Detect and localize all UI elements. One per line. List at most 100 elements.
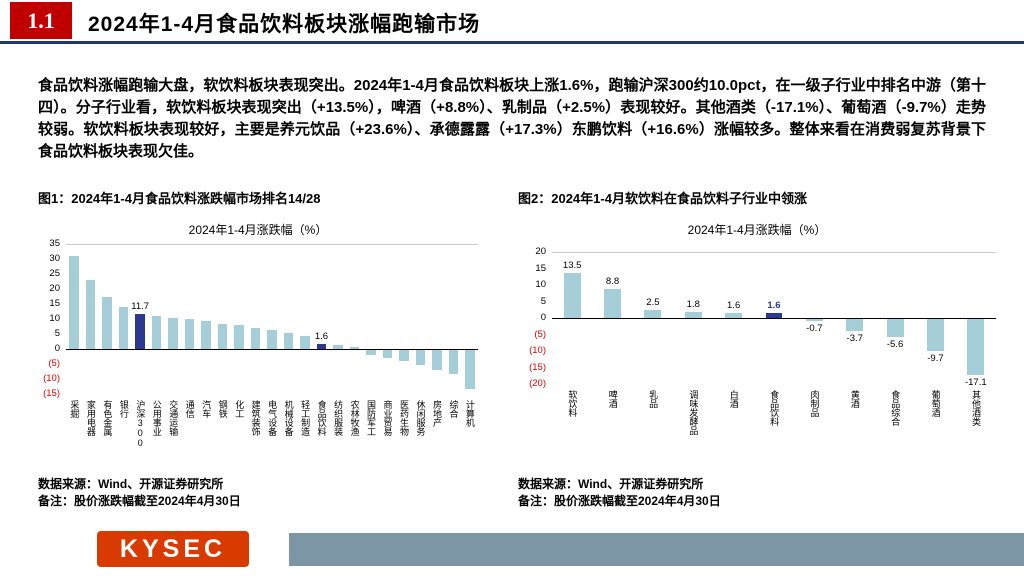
bar xyxy=(805,319,823,322)
figure-2-source: 数据来源：Wind、开源证券研究所 xyxy=(518,477,704,491)
x-category-label: 有色金属 xyxy=(99,400,115,436)
bar xyxy=(69,256,79,349)
x-category-label: 调味发酵品 xyxy=(673,390,713,435)
bar-highlight xyxy=(135,313,145,349)
x-category-label-text: 白酒 xyxy=(728,390,739,408)
x-category-label-text: 食品饮料 xyxy=(769,390,780,426)
kysec-logo: KYSEC xyxy=(97,531,249,567)
x-category-label: 食品饮料 xyxy=(313,400,329,436)
bar-value-label: 11.7 xyxy=(131,300,150,312)
x-category-label-text: 计算机 xyxy=(464,400,475,427)
x-category-label: 化工 xyxy=(231,400,247,418)
figure-1-caption: 图1：2024年1-4月食品饮料涨跌幅市场排名14/28 xyxy=(38,191,321,206)
x-category-label: 葡萄酒 xyxy=(915,390,955,417)
y-tick-label: (10) xyxy=(529,345,546,356)
figure-1-plot: 35 30 25 20 15 10 5 0 (5) (10) (15) 采掘 家用电器 有色金属 银行 11.… xyxy=(38,238,478,476)
bar xyxy=(644,309,662,318)
bar xyxy=(333,345,343,349)
page-title: 2024年1-4月食品饮料板块涨幅跑输市场 xyxy=(88,13,481,36)
x-category-label-text: 沪深300 xyxy=(135,400,146,448)
x-category-label-text: 钢铁 xyxy=(217,400,228,418)
x-category-label: 农林牧渔 xyxy=(346,400,362,436)
x-category-label-text: 乳品 xyxy=(648,390,659,408)
bar xyxy=(201,320,211,349)
y-tick-label: (15) xyxy=(529,361,546,373)
bar-value-label: 2.5 xyxy=(646,296,660,308)
x-category-label: 休闲服务 xyxy=(412,400,428,436)
plot-top-border xyxy=(66,244,478,245)
x-category-label: 纺织服装 xyxy=(330,400,346,436)
bar-value-label: -3.7 xyxy=(846,333,863,345)
bar-value-label: 1.6 xyxy=(727,299,741,311)
y-tick-label: 15 xyxy=(535,262,546,274)
x-category-label: 交通运输 xyxy=(165,400,181,436)
y-tick-label: 5 xyxy=(54,328,60,339)
x-category-label: 国防军工 xyxy=(363,400,379,436)
x-category-label: 医药生物 xyxy=(396,400,412,436)
bar-value-label: -17.1 xyxy=(964,377,987,389)
bar-value-label: 8.8 xyxy=(605,275,620,287)
figure-1: 图1：2024年1-4月食品饮料涨跌幅市场排名14/28 2024年1-4月涨跌… xyxy=(38,188,478,511)
x-category-label-text: 软饮料 xyxy=(567,390,578,417)
axis-zero-line xyxy=(66,349,478,350)
x-category-label: 其他酒类 xyxy=(956,390,996,426)
x-category-label-text: 轻工制造 xyxy=(300,400,311,436)
x-category-label: 沪深300 xyxy=(132,400,148,448)
bar xyxy=(85,280,96,349)
x-category-label-text: 建筑装饰 xyxy=(250,400,261,436)
x-category-label-text: 交通运输 xyxy=(168,400,179,436)
y-tick-label: 25 xyxy=(49,268,60,279)
x-category-label: 计算机 xyxy=(462,400,478,427)
x-category-label-text: 银行 xyxy=(118,400,129,418)
bar-value-label: 13.5 xyxy=(562,260,582,272)
bar xyxy=(283,332,294,349)
x-category-label: 公用事业 xyxy=(148,400,164,436)
x-category-label-text: 公用事业 xyxy=(151,400,162,436)
x-category-label: 综合 xyxy=(445,400,461,418)
plot-top-border xyxy=(552,252,996,253)
x-category-label-text: 房地产 xyxy=(431,400,442,427)
x-category-label-text: 医药生物 xyxy=(399,400,409,436)
x-category-label: 黄酒 xyxy=(835,390,875,408)
x-category-label-text: 机械设备 xyxy=(283,400,294,436)
bar xyxy=(349,346,360,349)
x-category-label-text: 通信 xyxy=(184,400,195,418)
x-category-label-text: 食品综合 xyxy=(890,390,901,426)
bar xyxy=(448,350,459,374)
bar xyxy=(234,325,244,349)
x-category-label: 肉制品 xyxy=(794,390,834,417)
bar-value-label: -5.6 xyxy=(886,339,904,351)
figure-2-chart-title: 2024年1-4月涨跌幅（%） xyxy=(687,223,827,237)
y-tick-label: (15) xyxy=(43,388,60,399)
x-category-label-text: 家用电器 xyxy=(85,400,96,436)
bar xyxy=(684,312,702,318)
figure-2: 图2：2024年1-4月软饮料在食品饮料子行业中领涨 2024年1-4月涨跌幅（… xyxy=(518,188,996,511)
y-tick-label: 0 xyxy=(540,312,546,323)
bar xyxy=(725,312,743,318)
x-category-label: 采掘 xyxy=(66,400,82,418)
bar-value-label: 1.6 xyxy=(767,299,781,311)
bar-value-label: -9.7 xyxy=(927,353,944,364)
y-tick-label: 20 xyxy=(49,283,60,294)
bar-highlight xyxy=(765,312,783,318)
x-category-label: 机械设备 xyxy=(280,400,296,436)
figure-1-source: 数据来源：Wind、开源证券研究所 xyxy=(38,477,224,491)
bar xyxy=(217,323,228,349)
x-category-label-text: 有色金属 xyxy=(102,400,113,436)
footer-accent-bar xyxy=(289,533,1024,566)
x-category-label: 家用电器 xyxy=(82,400,98,436)
y-tick-label: (20) xyxy=(529,378,546,389)
x-category-label-text: 商业贸易 xyxy=(382,400,393,436)
bar xyxy=(604,288,621,318)
bar xyxy=(168,317,178,349)
bar xyxy=(399,350,409,361)
x-category-label: 建筑装饰 xyxy=(247,400,263,436)
x-category-label: 汽车 xyxy=(198,400,214,418)
x-category-label-text: 休闲服务 xyxy=(415,400,426,436)
bar-value-label: -0.7 xyxy=(806,323,823,335)
bar xyxy=(250,328,261,349)
y-tick-label: (5) xyxy=(48,358,60,369)
figure-2-caption: 图2：2024年1-4月软饮料在食品饮料子行业中领涨 xyxy=(518,191,807,206)
bar xyxy=(432,350,442,370)
